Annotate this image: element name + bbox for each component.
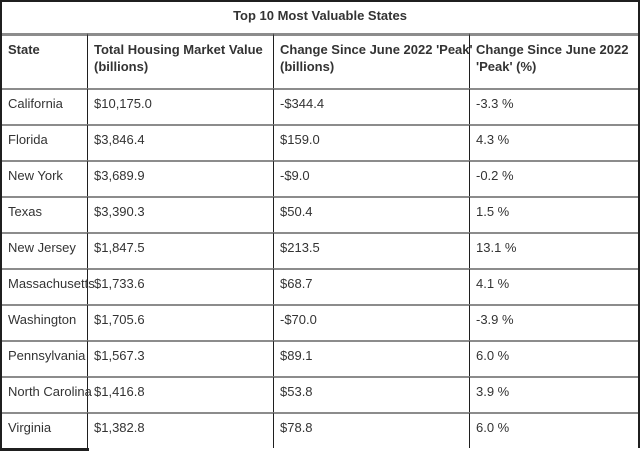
state-cell: Pennsylvania (2, 340, 87, 376)
change-percent-cell: 3.9 % (469, 376, 638, 412)
change-billions-cell: -$70.0 (273, 304, 469, 340)
total-value-cell: $1,847.5 (87, 232, 273, 268)
table-row: New Jersey $1,847.5 $213.5 13.1 % (2, 232, 638, 268)
change-percent-cell: 4.1 % (469, 268, 638, 304)
change-billions-cell: $159.0 (273, 124, 469, 160)
table-row: Virginia $1,382.8 $78.8 6.0 % (2, 412, 638, 448)
total-value-cell: $10,175.0 (87, 88, 273, 124)
column-header-total-value: Total Housing Market Value (billions) (87, 33, 273, 88)
column-header-change-billions: Change Since June 2022 'Peak' (billions) (273, 33, 473, 88)
title-row: Top 10 Most Valuable States (2, 2, 638, 33)
state-cell: New Jersey (2, 232, 87, 268)
total-value-cell: $1,382.8 (87, 412, 273, 448)
table-row: Florida $3,846.4 $159.0 4.3 % (2, 124, 638, 160)
change-billions-cell: $213.5 (273, 232, 469, 268)
change-billions-cell: $53.8 (273, 376, 469, 412)
table-bottom-border-fragment (0, 448, 89, 451)
state-cell: Washington (2, 304, 87, 340)
change-billions-cell: $68.7 (273, 268, 469, 304)
change-percent-cell: 4.3 % (469, 124, 638, 160)
header-row: State Total Housing Market Value (billio… (2, 33, 638, 88)
change-percent-cell: 1.5 % (469, 196, 638, 232)
change-percent-cell: -3.3 % (469, 88, 638, 124)
change-percent-cell: 6.0 % (469, 340, 638, 376)
table-row: Texas $3,390.3 $50.4 1.5 % (2, 196, 638, 232)
table-row: Massachusetts $1,733.6 $68.7 4.1 % (2, 268, 638, 304)
table-row: Washington $1,705.6 -$70.0 -3.9 % (2, 304, 638, 340)
table-row: Pennsylvania $1,567.3 $89.1 6.0 % (2, 340, 638, 376)
state-cell: North Carolina (2, 376, 92, 412)
change-percent-cell: 6.0 % (469, 412, 638, 448)
total-value-cell: $1,567.3 (87, 340, 273, 376)
total-value-cell: $3,390.3 (87, 196, 273, 232)
change-percent-cell: -3.9 % (469, 304, 638, 340)
change-percent-cell: -0.2 % (469, 160, 638, 196)
total-value-cell: $3,846.4 (87, 124, 273, 160)
state-cell: California (2, 88, 87, 124)
state-cell: Florida (2, 124, 87, 160)
change-billions-cell: $89.1 (273, 340, 469, 376)
state-cell: Virginia (2, 412, 87, 448)
table-title: Top 10 Most Valuable States (233, 8, 407, 23)
table-row: California $10,175.0 -$344.4 -3.3 % (2, 88, 638, 124)
table-row: North Carolina $1,416.8 $53.8 3.9 % (2, 376, 638, 412)
total-value-cell: $3,689.9 (87, 160, 273, 196)
table-row: New York $3,689.9 -$9.0 -0.2 % (2, 160, 638, 196)
state-cell: Massachusetts (2, 268, 95, 304)
state-cell: Texas (2, 196, 87, 232)
column-header-change-percent: Change Since June 2022 'Peak' (%) (469, 33, 638, 88)
change-billions-cell: -$9.0 (273, 160, 469, 196)
change-percent-cell: 13.1 % (469, 232, 638, 268)
total-value-cell: $1,416.8 (87, 376, 273, 412)
total-value-cell: $1,705.6 (87, 304, 273, 340)
column-header-state: State (2, 33, 87, 88)
change-billions-cell: $78.8 (273, 412, 469, 448)
table-body: California $10,175.0 -$344.4 -3.3 % Flor… (2, 88, 638, 448)
state-cell: New York (2, 160, 87, 196)
total-value-cell: $1,733.6 (87, 268, 273, 304)
change-billions-cell: -$344.4 (273, 88, 469, 124)
change-billions-cell: $50.4 (273, 196, 469, 232)
